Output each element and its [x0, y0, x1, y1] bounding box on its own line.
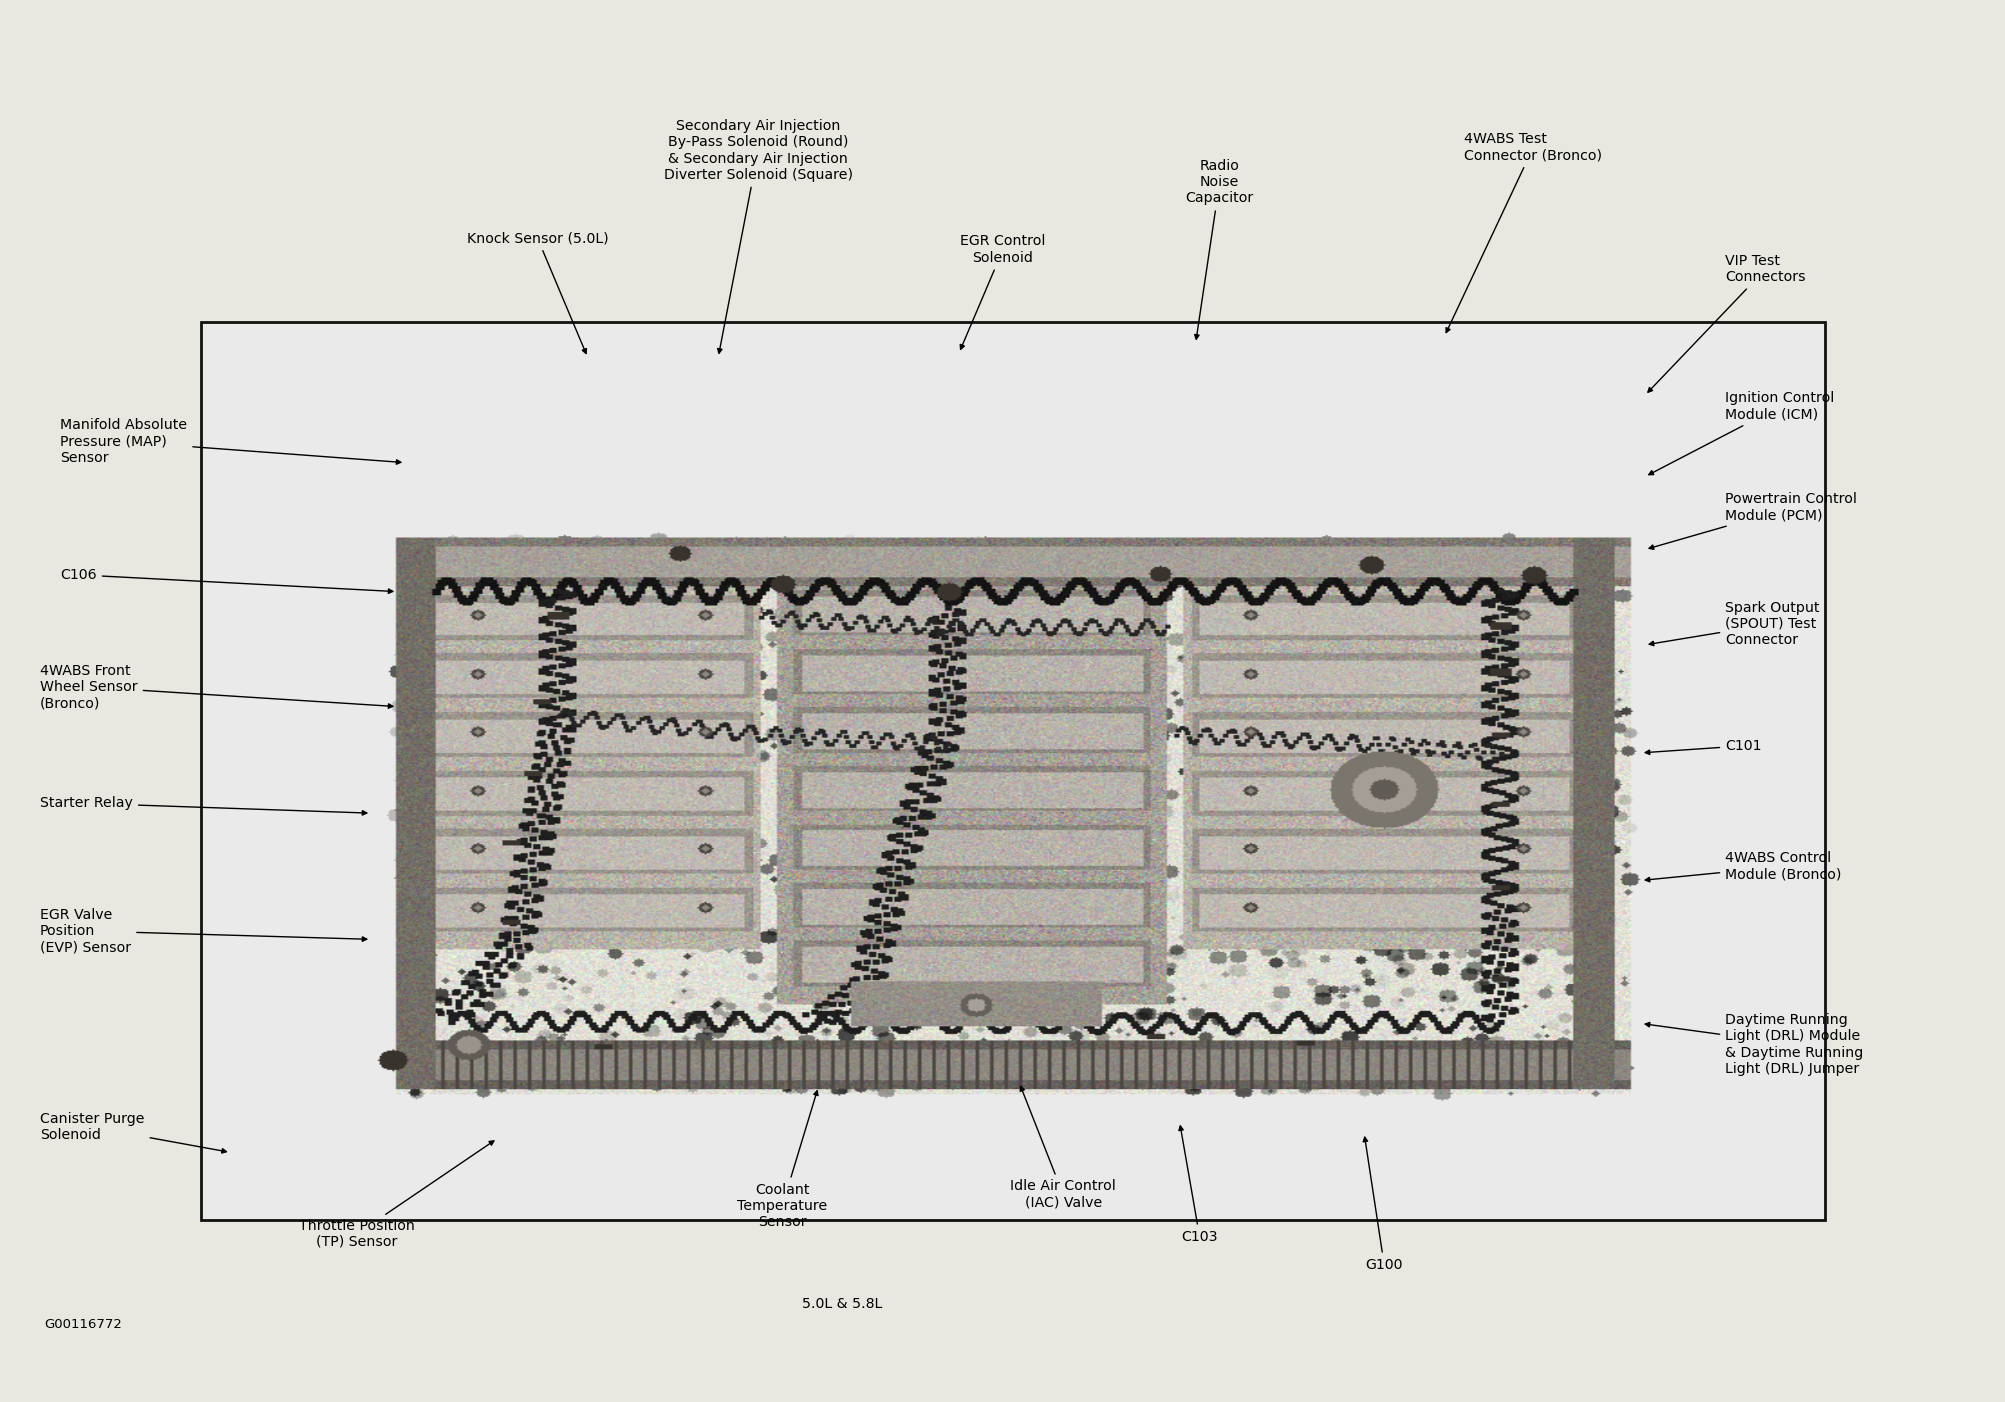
Text: Secondary Air Injection
By-Pass Solenoid (Round)
& Secondary Air Injection
Diver: Secondary Air Injection By-Pass Solenoid…	[664, 119, 852, 353]
Text: Coolant
Temperature
Sensor: Coolant Temperature Sensor	[738, 1091, 826, 1230]
Text: 4WABS Test
Connector (Bronco): 4WABS Test Connector (Bronco)	[1446, 132, 1602, 332]
Text: Idle Air Control
(IAC) Valve: Idle Air Control (IAC) Valve	[1011, 1087, 1115, 1210]
Text: 4WABS Front
Wheel Sensor
(Bronco): 4WABS Front Wheel Sensor (Bronco)	[40, 663, 393, 711]
Bar	[200, 322, 1825, 1220]
Text: Radio
Noise
Capacitor: Radio Noise Capacitor	[1185, 158, 1253, 339]
Text: Knock Sensor (5.0L): Knock Sensor (5.0L)	[467, 231, 608, 353]
Text: Ignition Control
Module (ICM): Ignition Control Module (ICM)	[1648, 391, 1833, 475]
Text: Spark Output
(SPOUT) Test
Connector: Spark Output (SPOUT) Test Connector	[1648, 600, 1819, 648]
Text: EGR Valve
Position
(EVP) Sensor: EGR Valve Position (EVP) Sensor	[40, 907, 367, 955]
Text: G00116772: G00116772	[44, 1318, 122, 1332]
Text: C106: C106	[60, 568, 393, 593]
Text: Starter Relay: Starter Relay	[40, 796, 367, 815]
Text: 4WABS Control
Module (Bronco): 4WABS Control Module (Bronco)	[1644, 851, 1841, 882]
Text: G100: G100	[1363, 1137, 1401, 1272]
Text: Daytime Running
Light (DRL) Module
& Daytime Running
Light (DRL) Jumper: Daytime Running Light (DRL) Module & Day…	[1644, 1014, 1863, 1075]
Text: Throttle Position
(TP) Sensor: Throttle Position (TP) Sensor	[299, 1141, 493, 1249]
Text: VIP Test
Connectors: VIP Test Connectors	[1646, 254, 1804, 393]
Text: Powertrain Control
Module (PCM): Powertrain Control Module (PCM)	[1648, 492, 1857, 550]
Text: EGR Control
Solenoid: EGR Control Solenoid	[960, 234, 1045, 349]
Text: C103: C103	[1179, 1126, 1217, 1244]
Text: Canister Purge
Solenoid: Canister Purge Solenoid	[40, 1112, 227, 1152]
Text: C101: C101	[1644, 739, 1760, 754]
Text: 5.0L & 5.8L: 5.0L & 5.8L	[802, 1297, 882, 1311]
Text: Manifold Absolute
Pressure (MAP)
Sensor: Manifold Absolute Pressure (MAP) Sensor	[60, 418, 401, 465]
